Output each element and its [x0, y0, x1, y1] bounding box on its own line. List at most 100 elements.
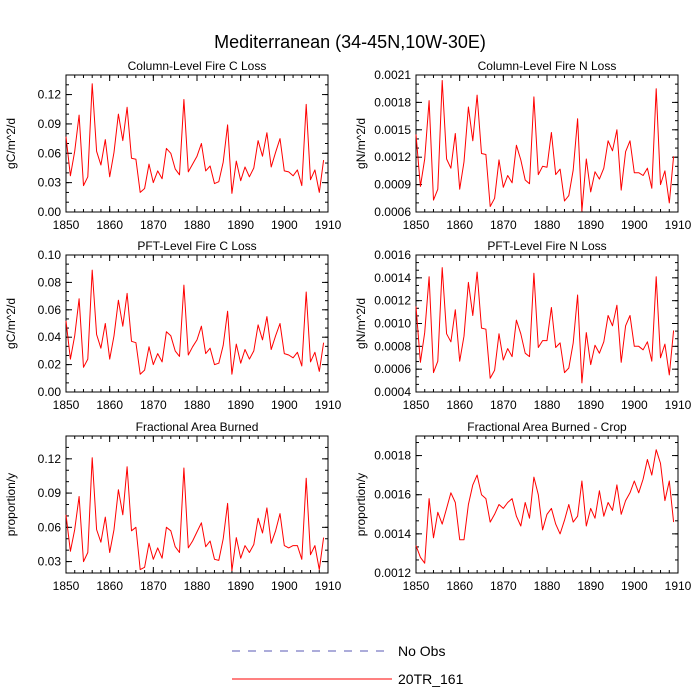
y-tick-label: 0.0004: [374, 385, 411, 399]
chart-title: PFT-Level Fire N Loss: [487, 239, 606, 253]
y-tick-label: 0.12: [38, 88, 62, 102]
series-line-20tr-161: [415, 267, 675, 384]
chart-title: PFT-Level Fire C Loss: [137, 239, 256, 253]
chart-title: Fractional Area Burned: [136, 420, 259, 434]
chart-panel-3: PFT-Level Fire C Loss gC/m^2/d 1850 1860 187…: [4, 239, 342, 412]
x-tick-label: 1900: [271, 218, 298, 232]
x-tick-label: 1850: [403, 398, 430, 412]
x-tick-label: 1900: [621, 398, 648, 412]
y-tick-label: 0.03: [38, 555, 62, 569]
y-tick-label: 0.0018: [374, 95, 411, 109]
y-tick-label: 0.0006: [374, 362, 411, 376]
y-tick-label: 0.06: [38, 146, 62, 160]
figure-title: Mediterranean (34-45N,10W-30E): [214, 32, 486, 52]
x-tick-label: 1860: [96, 398, 123, 412]
plot-frame: [415, 74, 679, 213]
x-tick-label: 1850: [53, 218, 80, 232]
y-tick-label: 0.0008: [374, 339, 411, 353]
y-tick-label: 0.10: [38, 248, 62, 262]
chart-title: Column-Level Fire N Loss: [478, 59, 617, 73]
x-tick-label: 1910: [315, 579, 342, 593]
y-tick-label: 0.0016: [374, 248, 411, 262]
y-tick-label: 0.0012: [374, 294, 411, 308]
x-tick-label: 1880: [184, 218, 211, 232]
x-tick-label: 1860: [96, 218, 123, 232]
series-line-20tr-161: [65, 83, 325, 194]
y-tick-label: 0.06: [38, 520, 62, 534]
y-tick-label: 0.0012: [374, 150, 411, 164]
y-tick-label: 0.0014: [374, 271, 411, 285]
chart-panel-6: Fractional Area Burned - Crop proportion/…: [354, 420, 692, 593]
x-tick-label: 1910: [315, 218, 342, 232]
chart-panel-2: Column-Level Fire N Loss gN/m^2/d 1850 1860…: [354, 59, 692, 232]
x-tick-label: 1910: [315, 398, 342, 412]
y-axis-label: gN/m^2/d: [354, 298, 368, 349]
x-tick-label: 1890: [227, 579, 254, 593]
x-tick-label: 1850: [403, 218, 430, 232]
x-tick-label: 1900: [271, 579, 298, 593]
x-tick-label: 1880: [534, 398, 561, 412]
y-axis-label: gC/m^2/d: [4, 118, 18, 169]
y-tick-label: 0.0012: [374, 566, 411, 580]
y-tick-label: 0.03: [38, 176, 62, 190]
y-tick-label: 0.06: [38, 303, 62, 317]
chart-panel-4: PFT-Level Fire N Loss gN/m^2/d 1850 1860 187…: [354, 239, 692, 412]
y-axis-label: gC/m^2/d: [4, 298, 18, 349]
x-tick-label: 1860: [446, 398, 473, 412]
y-tick-label: 0.0021: [374, 68, 411, 82]
x-tick-label: 1880: [184, 579, 211, 593]
legend-label-no-obs: No Obs: [398, 643, 445, 659]
x-tick-label: 1910: [665, 218, 692, 232]
x-tick-label: 1900: [621, 218, 648, 232]
y-tick-label: 0.09: [38, 117, 62, 131]
plot-frame: [415, 254, 679, 393]
x-tick-label: 1900: [271, 398, 298, 412]
y-tick-label: 0.0014: [374, 527, 411, 541]
legend: No Obs 20TR_161: [232, 643, 464, 687]
chart-title: Column-Level Fire C Loss: [128, 59, 267, 73]
x-tick-label: 1890: [577, 398, 604, 412]
chart-panel-5: Fractional Area Burned proportion/y 1850 18…: [4, 420, 342, 593]
x-tick-label: 1880: [534, 218, 561, 232]
x-tick-label: 1870: [140, 218, 167, 232]
x-tick-label: 1870: [140, 579, 167, 593]
series-line-20tr-161: [65, 269, 325, 375]
x-tick-label: 1870: [490, 398, 517, 412]
x-tick-label: 1870: [490, 218, 517, 232]
x-tick-label: 1900: [621, 579, 648, 593]
x-tick-label: 1860: [96, 579, 123, 593]
x-tick-label: 1890: [227, 218, 254, 232]
series-line-20tr-161: [415, 449, 675, 564]
y-tick-label: 0.00: [38, 385, 62, 399]
series-line-20tr-161: [415, 80, 675, 212]
panels-group: Column-Level Fire C Loss gC/m^2/d 1850 1860…: [4, 59, 692, 593]
x-tick-label: 1860: [446, 218, 473, 232]
x-tick-label: 1860: [446, 579, 473, 593]
y-tick-label: 0.0006: [374, 205, 411, 219]
y-tick-label: 0.00: [38, 205, 62, 219]
y-tick-label: 0.0015: [374, 123, 411, 137]
x-tick-label: 1850: [53, 579, 80, 593]
x-tick-label: 1890: [227, 398, 254, 412]
chart-panel-1: Column-Level Fire C Loss gC/m^2/d 1850 1860…: [4, 59, 342, 232]
series-line-20tr-161: [65, 457, 325, 572]
y-tick-label: 0.0009: [374, 178, 411, 192]
x-tick-label: 1880: [184, 398, 211, 412]
y-tick-label: 0.04: [38, 330, 62, 344]
chart-title: Fractional Area Burned - Crop: [467, 420, 627, 434]
x-tick-label: 1890: [577, 218, 604, 232]
y-tick-label: 0.09: [38, 486, 62, 500]
x-tick-label: 1880: [534, 579, 561, 593]
x-tick-label: 1910: [665, 579, 692, 593]
y-axis-label: proportion/y: [354, 473, 368, 536]
y-tick-label: 0.0018: [374, 449, 411, 463]
x-tick-label: 1910: [665, 398, 692, 412]
x-tick-label: 1890: [577, 579, 604, 593]
x-tick-label: 1850: [403, 579, 430, 593]
y-axis-label: proportion/y: [4, 473, 18, 536]
y-tick-label: 0.0010: [374, 317, 411, 331]
x-tick-label: 1870: [140, 398, 167, 412]
x-tick-label: 1850: [53, 398, 80, 412]
y-tick-label: 0.12: [38, 452, 62, 466]
